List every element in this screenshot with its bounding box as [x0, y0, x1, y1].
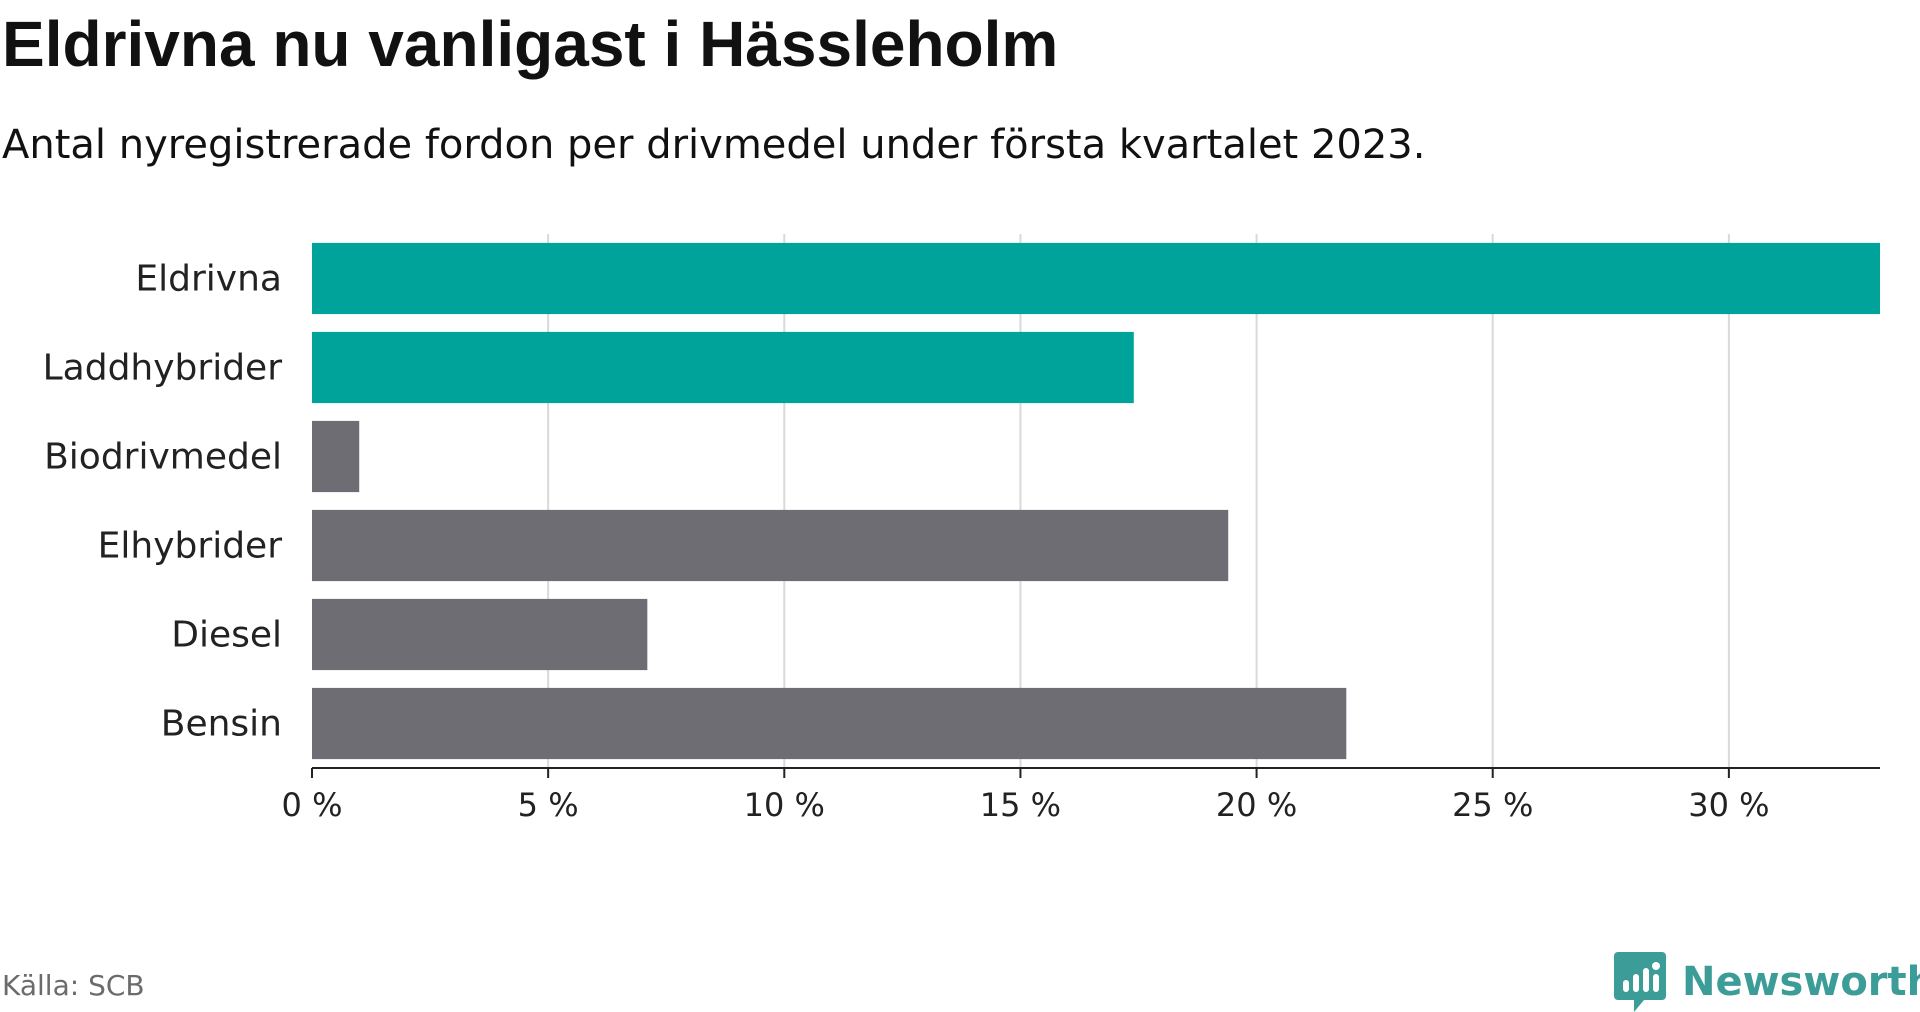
x-tick-label: 30 %	[1688, 786, 1769, 824]
category-label: Bensin	[161, 704, 282, 745]
bar-chart-bubble-icon	[1614, 952, 1666, 1012]
x-tick-label: 10 %	[744, 786, 825, 824]
x-axis: 0 % 5 % 10 % 15 % 20 % 25 % 30 %	[282, 767, 1880, 824]
brand-name: Newsworthy	[1682, 959, 1920, 1005]
x-tick-label: 0 %	[282, 786, 343, 824]
category-label: Laddhybrider	[43, 348, 283, 389]
brand-logo: Newsworthy	[1614, 952, 1920, 1012]
bar-diesel	[312, 598, 648, 671]
x-tick-label: 5 %	[518, 786, 579, 824]
x-tick-label: 20 %	[1216, 786, 1297, 824]
bar-eldrivna	[312, 242, 1880, 315]
category-label: Diesel	[171, 615, 282, 656]
category-label: Elhybrider	[98, 526, 283, 567]
bar-laddhybrider	[312, 331, 1134, 404]
bars	[312, 242, 1880, 760]
category-label: Eldrivna	[135, 259, 282, 300]
chart-subtitle: Antal nyregistrerade fordon per drivmede…	[2, 122, 1426, 168]
category-labels: Eldrivna Laddhybrider Biodrivmedel Elhybrid…	[43, 259, 283, 745]
category-label: Biodrivmedel	[44, 437, 282, 478]
chart-title: Eldrivna nu vanligast i Hässleholm	[2, 8, 1059, 80]
bar-elhybrider	[312, 509, 1229, 582]
source-note: Källa: SCB	[2, 969, 145, 1002]
gridlines	[547, 234, 1730, 768]
x-tick-label: 15 %	[980, 786, 1061, 824]
bar-biodrivmedel	[312, 420, 360, 493]
bar-bensin	[312, 687, 1347, 760]
x-tick-label: 25 %	[1452, 786, 1533, 824]
